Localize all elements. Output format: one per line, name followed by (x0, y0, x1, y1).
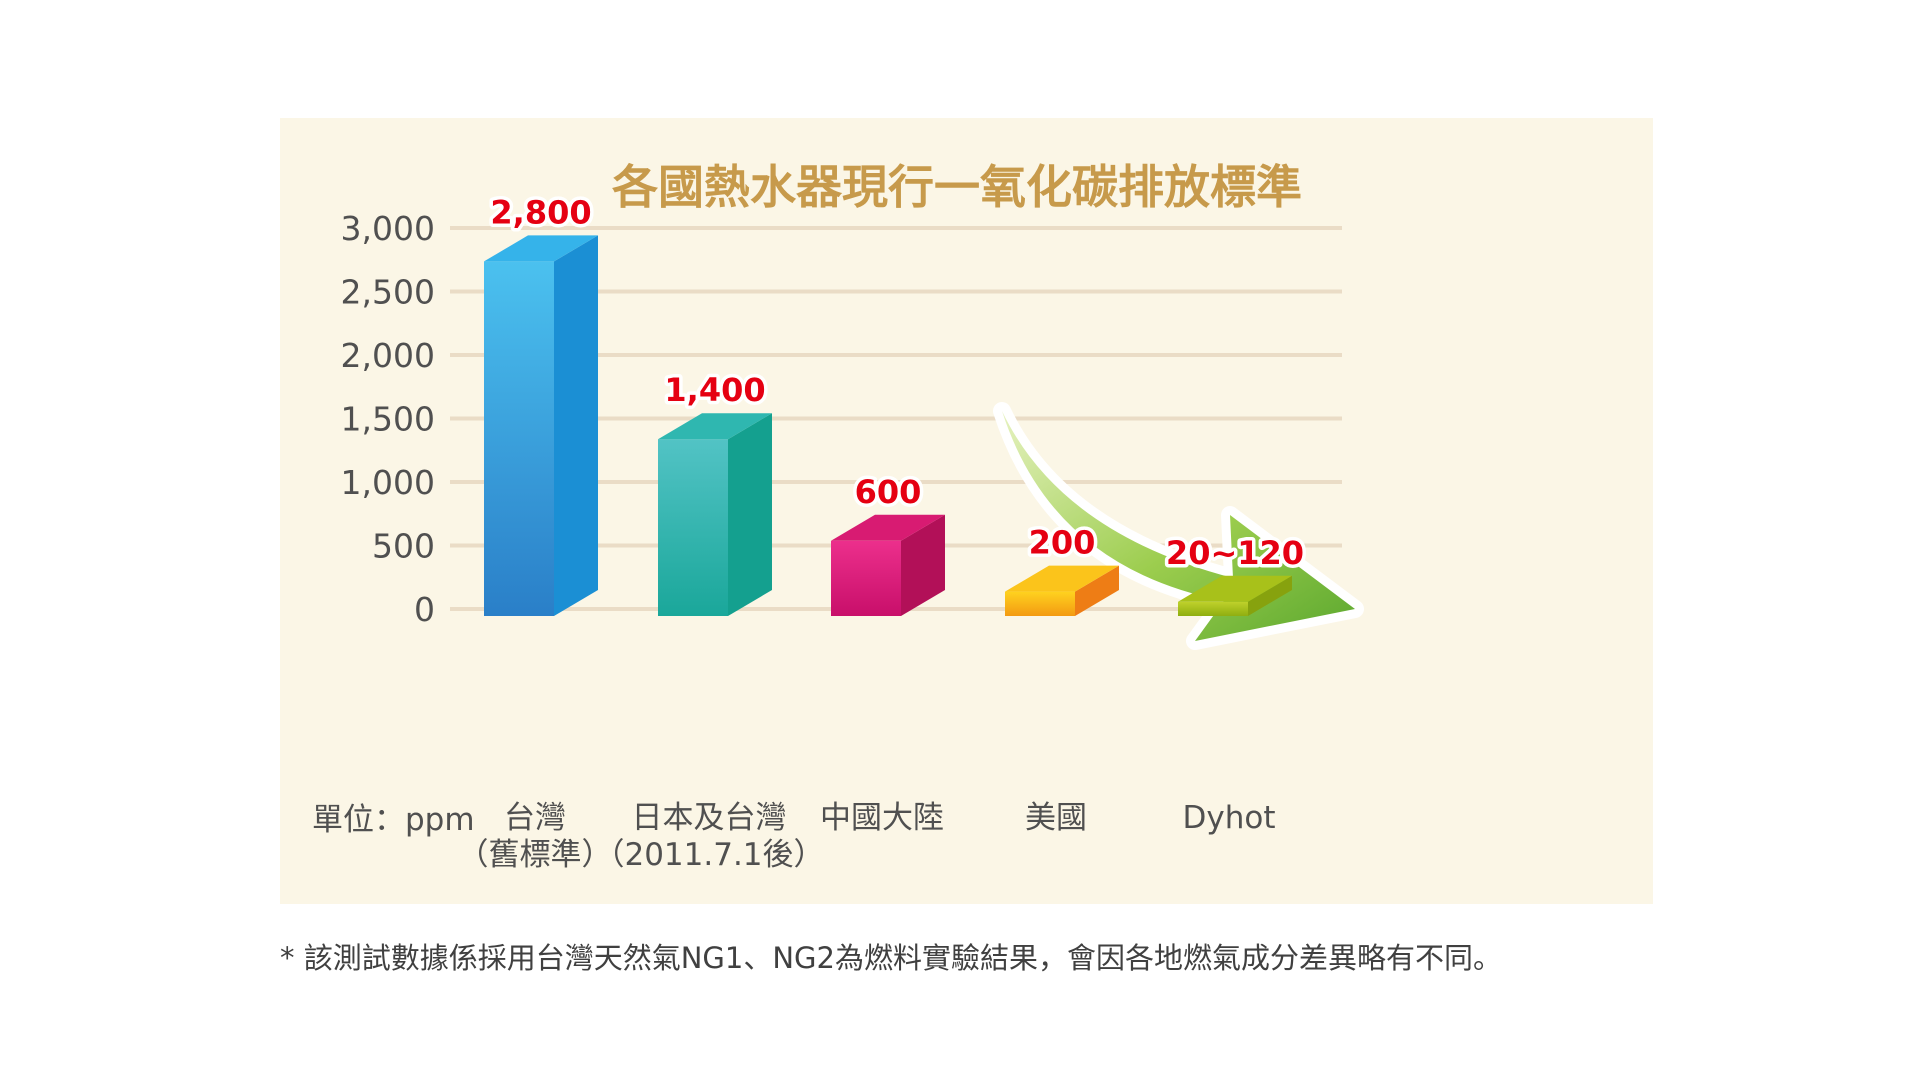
chart-svg: 各國熱水器現行一氧化碳排放標準 0 500 1,000 1,500 2,000 2,500… (312, 160, 1364, 873)
bar-front (831, 540, 901, 616)
bar-top (658, 413, 772, 440)
category-label: （舊標準） (458, 837, 613, 873)
y-tick-label: 0 (414, 590, 435, 629)
y-axis-ticks: 0 500 1,000 1,500 2,000 2,500 3,000 (341, 209, 435, 629)
footnote: * 該測試數據係採用台灣天然氣NG1、NG2為燃料實驗結果，會因各地燃氣成分差異… (280, 941, 1502, 975)
category-label: （2011.7.1後） (593, 837, 824, 873)
category-label: Dyhot (1183, 800, 1276, 836)
bar-top (831, 514, 945, 541)
bar (831, 514, 945, 616)
bar (658, 413, 772, 616)
value-labels: 2,800 1,400 600 200 20~120 (487, 190, 1308, 575)
value-label: 20~120 (1166, 534, 1304, 572)
bar-front (1178, 601, 1248, 616)
y-tick-label: 2,500 (341, 273, 435, 312)
y-tick-label: 3,000 (341, 209, 435, 248)
category-label: 美國 (1025, 800, 1087, 836)
bar-side (1075, 565, 1119, 616)
bar-side (554, 235, 598, 616)
y-tick-label: 2,000 (341, 336, 435, 375)
bar-front (658, 439, 728, 616)
bar-front (1005, 591, 1075, 616)
bar-side (1248, 575, 1292, 616)
category-label: 中國大陸 (820, 800, 944, 836)
value-label: 1,400 (664, 371, 765, 409)
bar-side (728, 413, 772, 616)
value-label: 600 (855, 473, 922, 511)
category-label: 日本及台灣 (632, 800, 787, 836)
bar-front (484, 261, 554, 616)
bar-top (484, 235, 598, 262)
bar-top (1178, 575, 1292, 602)
y-tick-label: 1,500 (341, 400, 435, 439)
value-label: 2,800 (490, 193, 591, 231)
chart-panel: 各國熱水器現行一氧化碳排放標準 0 500 1,000 1,500 2,000 2,500… (280, 118, 1653, 904)
value-label: 200 (1029, 524, 1096, 562)
category-label: 台灣 (504, 800, 566, 836)
grid-layer (450, 226, 1342, 611)
bar-layer (484, 235, 1292, 616)
bar-top (1005, 565, 1119, 592)
category-labels: 台灣（舊標準） 日本及台灣（2011.7.1後）中國大陸 美國 Dyhot (458, 800, 1276, 873)
bar (1005, 565, 1119, 616)
y-tick-label: 1,000 (341, 463, 435, 502)
bar-side (901, 514, 945, 616)
bar (1178, 575, 1292, 616)
y-tick-label: 500 (372, 527, 435, 566)
unit-label: 單位：ppm (312, 802, 475, 838)
chart-title: 各國熱水器現行一氧化碳排放標準 (612, 160, 1302, 214)
bar (484, 235, 598, 616)
